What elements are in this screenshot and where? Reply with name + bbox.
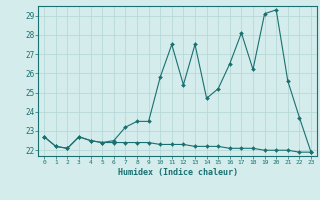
X-axis label: Humidex (Indice chaleur): Humidex (Indice chaleur) bbox=[118, 168, 238, 177]
